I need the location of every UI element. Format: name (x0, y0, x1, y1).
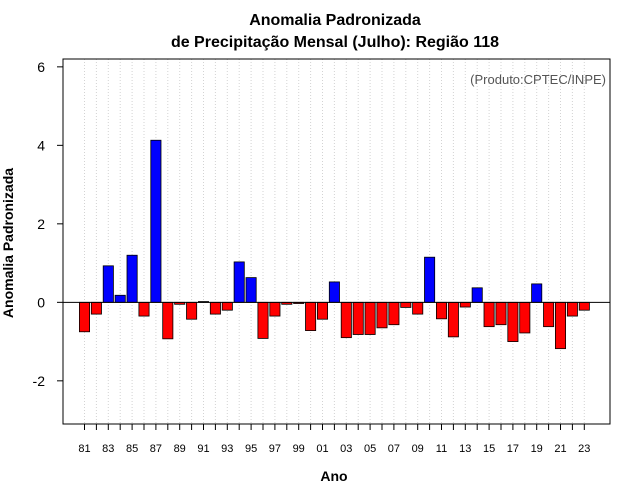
x-tick-label: 95 (245, 443, 257, 455)
x-tick-label: 05 (364, 443, 376, 455)
bar-88 (162, 301, 174, 340)
bar-86 (138, 301, 150, 317)
x-axis-label: Ano (320, 468, 347, 484)
bar-01 (316, 301, 328, 320)
bar-19 (531, 283, 543, 303)
bar-94 (233, 261, 245, 303)
y-tick-label: 4 (37, 137, 45, 153)
y-tick-label: -2 (33, 373, 46, 389)
x-tick-label: 19 (531, 443, 543, 455)
bar-13 (459, 301, 471, 308)
bar-00 (305, 301, 317, 331)
y-axis: -2 0 2 4 6 (33, 59, 63, 389)
bar-85 (126, 254, 138, 303)
bar-20 (543, 301, 555, 328)
bar-87 (150, 139, 162, 303)
bar-93 (221, 301, 233, 311)
vertical-grid (84, 59, 585, 424)
bar-95 (245, 277, 257, 303)
chart-title-line1: Anomalia Padronizada (249, 12, 421, 29)
y-axis-label: Anomalia Padronizada (0, 168, 16, 318)
bar-23 (578, 301, 590, 311)
bar-11 (435, 301, 447, 320)
bar-14 (471, 287, 483, 303)
y-tick-label: 6 (37, 59, 45, 75)
x-tick-label: 83 (102, 443, 114, 455)
x-tick-label: 13 (459, 443, 471, 455)
x-tick-label: 21 (554, 443, 566, 455)
y-tick-label: 2 (37, 216, 45, 232)
bars-group (79, 139, 590, 350)
x-tick-label: 99 (293, 443, 305, 455)
bar-07 (388, 301, 400, 326)
product-annotation: (Produto:CPTEC/INPE) (470, 72, 606, 87)
x-tick-label: 97 (269, 443, 281, 455)
bar-02 (328, 281, 340, 303)
bar-06 (376, 301, 388, 329)
x-tick-label: 91 (197, 443, 209, 455)
x-tick-label: 07 (388, 443, 400, 455)
x-tick-label: 81 (78, 443, 90, 455)
bar-92 (209, 301, 221, 315)
bar-15 (483, 301, 495, 328)
bar-17 (507, 301, 519, 342)
bar-83 (102, 265, 114, 303)
x-tick-label: 89 (174, 443, 186, 455)
x-tick-label: 01 (316, 443, 328, 455)
bar-22 (566, 301, 578, 317)
bar-16 (495, 301, 507, 326)
x-tick-label: 23 (578, 443, 590, 455)
x-tick-label: 93 (221, 443, 233, 455)
bar-21 (555, 301, 567, 350)
x-tick-label: 11 (436, 443, 447, 455)
bar-12 (447, 301, 459, 338)
bar-18 (519, 301, 531, 334)
bar-05 (364, 301, 376, 335)
bar-10 (424, 256, 436, 303)
x-tick-label: 87 (150, 443, 162, 455)
bar-97 (269, 301, 281, 317)
y-tick-label: 0 (37, 294, 45, 310)
x-tick-label: 09 (412, 443, 424, 455)
x-tick-label: 85 (126, 443, 138, 455)
bar-96 (257, 301, 269, 339)
bar-09 (412, 301, 424, 315)
x-tick-label: 15 (483, 443, 495, 455)
bar-04 (352, 301, 364, 335)
chart-title-line2: de Precipitação Mensal (Julho): Região 1… (171, 34, 499, 51)
bar-82 (90, 301, 102, 315)
bar-90 (186, 301, 198, 320)
bar-03 (340, 301, 352, 339)
x-tick-label: 03 (340, 443, 352, 455)
bar-81 (79, 301, 91, 333)
bar-08 (400, 301, 412, 308)
bar-84 (114, 294, 126, 303)
plot-frame (62, 58, 611, 425)
x-axis: 81 83 85 87 89 91 93 95 97 99 01 03 05 07 09 11 13 15 17 19… (78, 424, 590, 455)
x-tick-label: 17 (507, 443, 519, 455)
